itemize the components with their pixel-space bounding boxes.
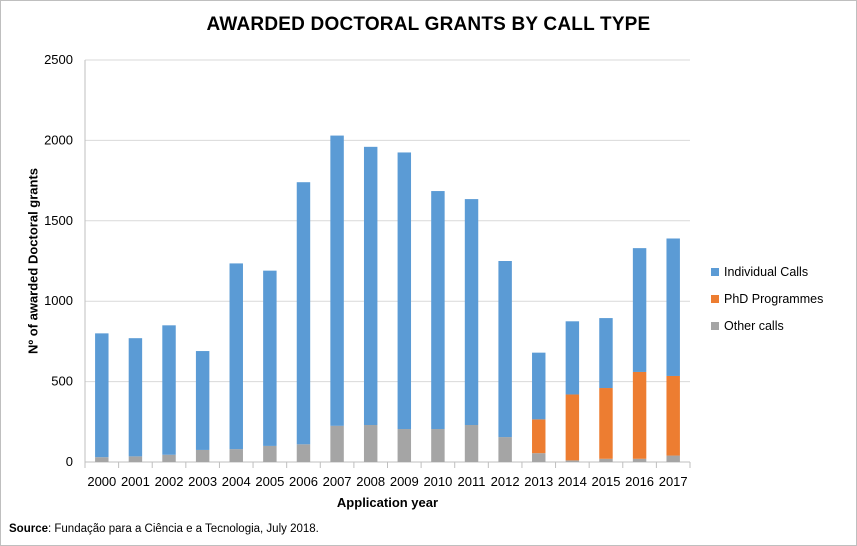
- bar-other-calls-2015: [599, 458, 613, 462]
- legend-swatch-other: [711, 321, 719, 330]
- bar-other-calls-2010: [431, 429, 445, 462]
- x-tick-label: 2016: [625, 474, 654, 489]
- bar-other-calls-2001: [128, 456, 143, 462]
- x-tick-label: 2017: [659, 474, 688, 489]
- bar-individual-calls-2015: [599, 318, 613, 389]
- x-tick-label: 2011: [458, 474, 486, 489]
- bar-individual-calls-2013: [532, 352, 546, 420]
- bar-other-calls-2003: [195, 449, 210, 462]
- bar-phd-programmes-2017: [666, 375, 680, 456]
- x-tick-label: 2014: [558, 474, 587, 489]
- x-axis-label: Application year: [336, 495, 439, 510]
- bar-phd-programmes-2016: [632, 371, 647, 459]
- bar-individual-calls-2007: [330, 135, 344, 426]
- bar-individual-calls-2006: [296, 182, 311, 445]
- bar-other-calls-2004: [229, 449, 243, 462]
- bar-individual-calls-2008: [363, 146, 378, 426]
- x-tick-label: 2008: [356, 474, 385, 489]
- bar-individual-calls-2000: [95, 333, 109, 458]
- x-tick-label: 2003: [188, 474, 217, 489]
- y-axis-label: Nº of awarded Doctoral grants: [25, 167, 41, 355]
- bar-other-calls-2012: [498, 437, 512, 462]
- bar-individual-calls-2003: [195, 351, 210, 450]
- bar-other-calls-2014: [565, 460, 580, 462]
- chart-title: AWARDED DOCTORAL GRANTS BY CALL TYPE: [206, 14, 651, 35]
- bar-individual-calls-2017: [666, 238, 680, 376]
- x-tick-label: 2010: [423, 474, 452, 489]
- y-tick-label: 2500: [44, 52, 73, 67]
- bar-individual-calls-2011: [464, 199, 479, 426]
- x-tick-label: 2006: [289, 474, 318, 489]
- bar-other-calls-2000: [95, 457, 109, 462]
- x-tick-label: 2004: [222, 474, 251, 489]
- source-text: : Fundação para a Ciência e a Tecnologia…: [48, 523, 319, 535]
- bar-other-calls-2013: [532, 453, 546, 462]
- bar-other-calls-2008: [363, 425, 378, 462]
- bar-other-calls-2002: [162, 454, 176, 462]
- bar-individual-calls-2004: [229, 263, 243, 450]
- bar-other-calls-2016: [632, 458, 647, 462]
- bar-other-calls-2005: [263, 445, 277, 462]
- source-note: Source: Fundação para a Ciência e a Tecn…: [9, 523, 319, 535]
- legend-label-other: Other calls: [724, 318, 784, 333]
- x-tick-label: 2009: [390, 474, 419, 489]
- bar-other-calls-2009: [397, 429, 412, 462]
- bar-individual-calls-2002: [162, 325, 176, 455]
- x-tick-label: 2000: [87, 474, 116, 489]
- bar-individual-calls-2010: [431, 191, 445, 430]
- bar-other-calls-2011: [464, 425, 479, 462]
- legend-item-phd: PhD Programmes: [711, 285, 823, 312]
- bar-other-calls-2007: [330, 425, 344, 462]
- bar-individual-calls-2016: [632, 248, 647, 372]
- y-tick-label: 1000: [44, 293, 73, 308]
- bar-phd-programmes-2013: [532, 419, 546, 454]
- x-tick-label: 2001: [121, 474, 150, 489]
- x-tick-label: 2015: [592, 474, 621, 489]
- source-label: Source: [9, 523, 48, 535]
- x-tick-label: 2013: [524, 474, 553, 489]
- x-tick-label: 2012: [491, 474, 520, 489]
- legend-label-individual: Individual Calls: [724, 264, 809, 279]
- bar-phd-programmes-2015: [599, 388, 613, 459]
- legend: Individual Calls PhD Programmes Other ca…: [711, 258, 823, 339]
- bar-individual-calls-2001: [128, 338, 143, 457]
- legend-swatch-phd: [711, 294, 719, 303]
- y-tick-label: 1500: [44, 213, 73, 228]
- bar-other-calls-2006: [296, 444, 311, 462]
- x-tick-label: 2007: [323, 474, 352, 489]
- bar-individual-calls-2014: [565, 321, 580, 395]
- bar-individual-calls-2005: [263, 270, 277, 446]
- bar-individual-calls-2012: [498, 261, 512, 438]
- bar-phd-programmes-2014: [565, 394, 580, 461]
- y-tick-label: 500: [51, 374, 73, 389]
- x-tick-label: 2005: [255, 474, 284, 489]
- x-tick-label: 2002: [155, 474, 184, 489]
- legend-item-other: Other calls: [711, 312, 823, 339]
- y-tick-label: 0: [66, 454, 73, 469]
- bar-individual-calls-2009: [397, 152, 412, 430]
- legend-swatch-individual: [711, 267, 719, 276]
- bar-other-calls-2017: [666, 455, 680, 462]
- legend-item-individual: Individual Calls: [711, 258, 823, 285]
- legend-label-phd: PhD Programmes: [724, 291, 824, 306]
- y-tick-label: 2000: [44, 132, 73, 147]
